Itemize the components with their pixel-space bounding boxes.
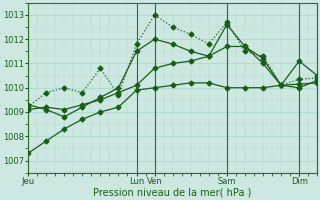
X-axis label: Pression niveau de la mer( hPa ): Pression niveau de la mer( hPa )	[93, 187, 252, 197]
